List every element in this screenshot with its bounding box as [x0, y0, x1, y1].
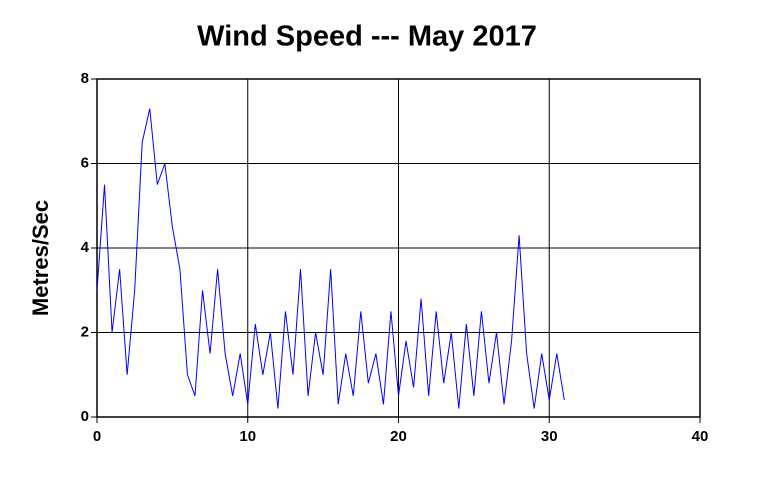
- y-tick-label: 6: [81, 154, 89, 171]
- x-tick-label: 0: [93, 428, 101, 445]
- chart-title: Wind Speed --- May 2017: [197, 21, 537, 53]
- y-tick-label: 2: [81, 323, 89, 340]
- y-axis-label: Metres/Sec: [28, 200, 53, 316]
- x-tick-label: 20: [390, 428, 407, 445]
- plot-frame: [96, 78, 701, 418]
- x-tick-label: 30: [541, 428, 558, 445]
- data-line: [96, 108, 565, 409]
- y-tick-label: 0: [81, 408, 89, 425]
- y-tick-label: 8: [81, 70, 89, 87]
- x-tick-label: 10: [239, 428, 256, 445]
- x-tick-label: 40: [692, 428, 709, 445]
- y-tick-label: 4: [81, 239, 90, 256]
